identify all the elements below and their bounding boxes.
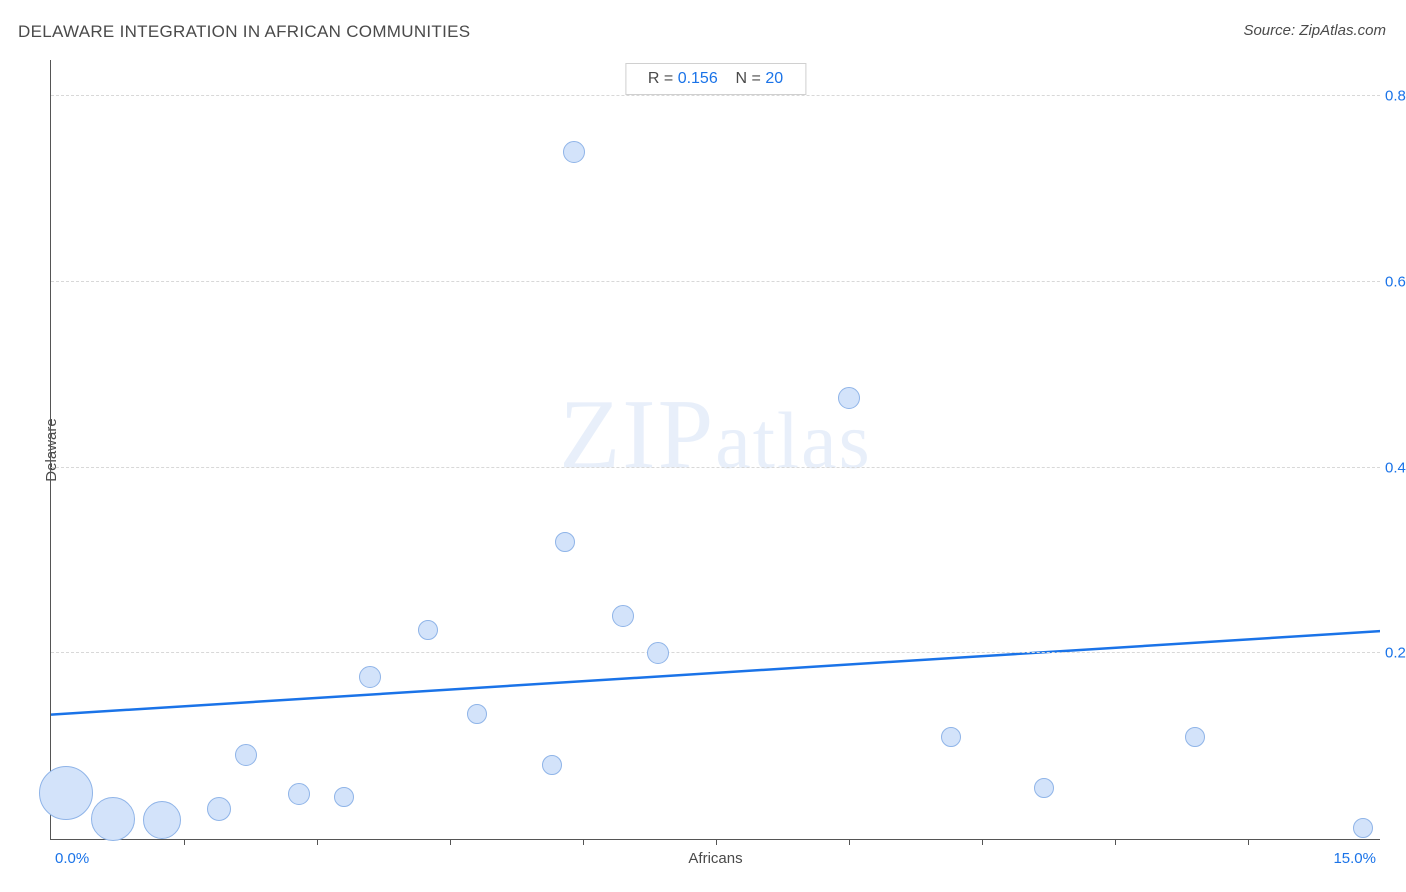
- r-label: R =: [648, 70, 678, 87]
- source-attribution: Source: ZipAtlas.com: [1243, 22, 1386, 39]
- x-tick-end: 15.0%: [1333, 850, 1376, 867]
- x-tick: [450, 839, 451, 845]
- x-tick: [716, 839, 717, 845]
- gridline: [51, 281, 1380, 282]
- x-tick: [849, 839, 850, 845]
- x-tick: [1248, 839, 1249, 845]
- gridline: [51, 652, 1380, 653]
- watermark: ZIPatlas: [559, 376, 872, 491]
- x-tick: [1115, 839, 1116, 845]
- data-point: [467, 704, 487, 724]
- data-point: [542, 755, 562, 775]
- n-label: N =: [736, 70, 766, 87]
- chart-header: DELAWARE INTEGRATION IN AFRICAN COMMUNIT…: [0, 0, 1406, 50]
- r-value: 0.156: [678, 70, 718, 87]
- data-point: [235, 744, 257, 766]
- y-tick-label: 0.4%: [1385, 459, 1406, 476]
- x-axis-label: Africans: [688, 850, 742, 867]
- stats-box: R = 0.156 N = 20: [625, 63, 806, 95]
- watermark-small: atlas: [715, 397, 872, 485]
- gridline: [51, 467, 1380, 468]
- y-tick-label: 0.8%: [1385, 88, 1406, 105]
- data-point: [647, 642, 669, 664]
- data-point: [555, 532, 575, 552]
- x-tick: [184, 839, 185, 845]
- y-tick-label: 0.2%: [1385, 645, 1406, 662]
- data-point: [39, 766, 93, 820]
- data-point: [207, 797, 231, 821]
- regression-line: [51, 60, 1380, 839]
- x-tick: [317, 839, 318, 845]
- data-point: [838, 387, 860, 409]
- data-point: [359, 666, 381, 688]
- data-point: [91, 797, 135, 841]
- data-point: [612, 605, 634, 627]
- y-tick-label: 0.6%: [1385, 273, 1406, 290]
- chart-title: DELAWARE INTEGRATION IN AFRICAN COMMUNIT…: [18, 22, 470, 42]
- x-tick-start: 0.0%: [55, 850, 89, 867]
- gridline: [51, 95, 1380, 96]
- x-tick: [982, 839, 983, 845]
- data-point: [941, 727, 961, 747]
- n-value: 20: [765, 70, 783, 87]
- watermark-big: ZIP: [559, 378, 715, 489]
- chart-container: DELAWARE INTEGRATION IN AFRICAN COMMUNIT…: [0, 0, 1406, 892]
- x-tick: [583, 839, 584, 845]
- data-point: [418, 620, 438, 640]
- data-point: [334, 787, 354, 807]
- plot-area: ZIPatlas R = 0.156 N = 20 Africans 0.0% …: [50, 60, 1380, 840]
- data-point: [143, 801, 181, 839]
- data-point: [1353, 818, 1373, 838]
- data-point: [1185, 727, 1205, 747]
- data-point: [1034, 778, 1054, 798]
- data-point: [288, 783, 310, 805]
- data-point: [563, 141, 585, 163]
